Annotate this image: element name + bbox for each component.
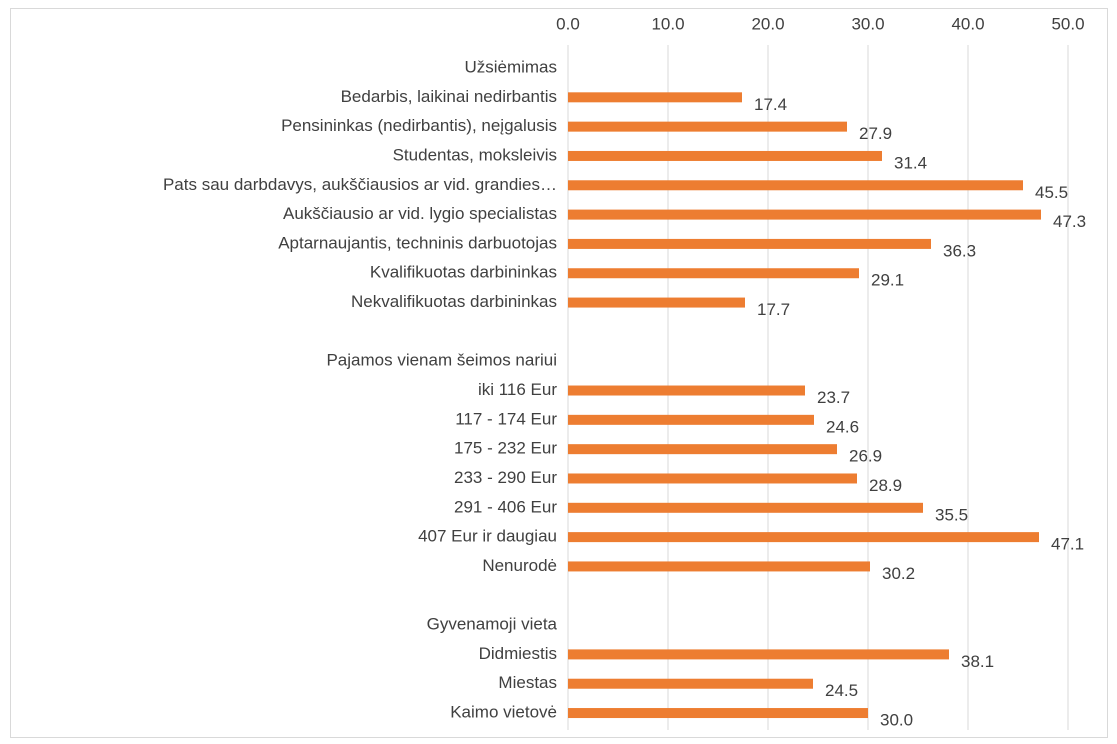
bar	[568, 532, 1039, 543]
value-label: 31.4	[894, 153, 927, 172]
y-tick-label: Nekvalifikuotas darbininkas	[351, 292, 557, 311]
value-label: 17.7	[757, 300, 790, 319]
bar	[568, 121, 847, 132]
x-tick-label: 50.0	[1051, 14, 1084, 33]
value-label: 36.3	[943, 241, 976, 260]
y-tick-label: Kvalifikuotas darbininkas	[370, 263, 557, 282]
bar	[568, 649, 949, 660]
y-tick-label: Aukščiausio ar vid. lygio specialistas	[283, 204, 557, 223]
bar	[568, 414, 814, 425]
value-label: 47.1	[1051, 535, 1084, 554]
bar	[568, 444, 837, 455]
chart-border	[10, 8, 1108, 738]
y-tick-label: Nenurodė	[482, 556, 557, 575]
value-label: 38.1	[961, 652, 994, 671]
value-label: 24.5	[825, 681, 858, 700]
y-tick-label: Gyvenamoji vieta	[427, 615, 558, 634]
y-tick-label: Užsiėmimas	[464, 57, 557, 76]
value-label: 35.5	[935, 505, 968, 524]
bar	[568, 678, 813, 689]
value-label: 29.1	[871, 271, 904, 290]
value-label: 26.9	[849, 447, 882, 466]
bar	[568, 473, 857, 484]
bar	[568, 561, 870, 572]
bar	[568, 268, 859, 279]
bar	[568, 92, 742, 103]
y-tick-label: Kaimo vietovė	[450, 703, 557, 722]
x-tick-label: 10.0	[651, 14, 684, 33]
bar	[568, 708, 868, 719]
bar	[568, 385, 805, 396]
value-label: 45.5	[1035, 183, 1068, 202]
y-tick-label: Pats sau darbdavys, aukščiausios ar vid.…	[163, 175, 557, 194]
value-label: 23.7	[817, 388, 850, 407]
value-label: 24.6	[826, 417, 859, 436]
value-label: 17.4	[754, 95, 787, 114]
y-tick-label: 291 - 406 Eur	[454, 497, 557, 516]
value-label: 27.9	[859, 124, 892, 143]
y-tick-label: Studentas, moksleivis	[393, 145, 557, 164]
x-tick-label: 40.0	[951, 14, 984, 33]
y-tick-label: Miestas	[498, 673, 557, 692]
value-label: 47.3	[1053, 212, 1086, 231]
x-tick-label: 0.0	[556, 14, 580, 33]
bar	[568, 297, 745, 308]
y-tick-label: Pensininkas (nedirbantis), neįgalusis	[281, 116, 557, 135]
x-tick-label: 30.0	[851, 14, 884, 33]
bar	[568, 150, 882, 161]
x-tick-label: 20.0	[751, 14, 784, 33]
y-tick-label: Aptarnaujantis, techninis darbuotojas	[278, 233, 557, 252]
y-tick-label: iki 116 Eur	[478, 380, 557, 399]
y-tick-label: 117 - 174 Eur	[455, 409, 557, 428]
bar	[568, 180, 1023, 191]
y-tick-label: 407 Eur ir daugiau	[418, 527, 557, 546]
bar	[568, 502, 923, 513]
bar	[568, 209, 1041, 220]
y-tick-label: Pajamos vienam šeimos nariui	[326, 351, 557, 370]
bar	[568, 238, 931, 249]
value-label: 30.0	[880, 711, 913, 730]
y-tick-label: 233 - 290 Eur	[454, 468, 557, 487]
value-label: 30.2	[882, 564, 915, 583]
y-tick-label: Bedarbis, laikinai nedirbantis	[341, 87, 557, 106]
y-tick-label: Didmiestis	[479, 644, 557, 663]
y-tick-label: 175 - 232 Eur	[454, 439, 557, 458]
value-label: 28.9	[869, 476, 902, 495]
